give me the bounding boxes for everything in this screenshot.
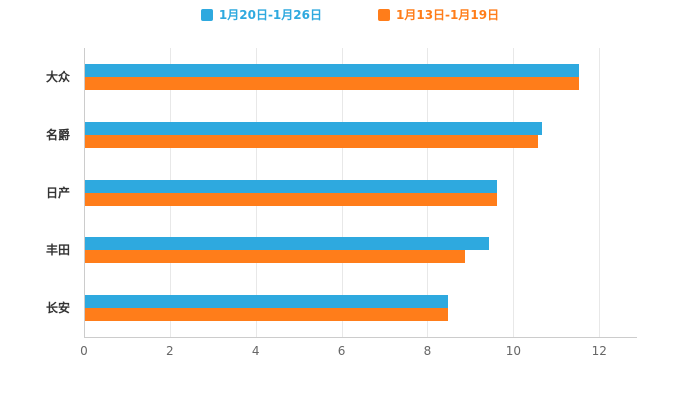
legend-label-week-previous: 1月13日-1月19日 bbox=[396, 8, 500, 22]
y-category-label-4: 长安 bbox=[45, 301, 70, 316]
legend-marker-orange-icon bbox=[378, 8, 390, 21]
legend-item-week-current[interactable]: 1月20日-1月26日 bbox=[200, 6, 322, 23]
x-axis-line bbox=[84, 337, 637, 338]
legend-label-week-current: 1月20日-1月26日 bbox=[218, 8, 322, 22]
bar-大众-series-1 bbox=[85, 76, 579, 90]
legend-item-week-previous[interactable]: 1月13日-1月19日 bbox=[378, 6, 499, 23]
x-tick-label-0: 0 bbox=[80, 344, 88, 358]
bar-长安-series-1 bbox=[85, 308, 448, 322]
bar-丰田-series-0 bbox=[85, 237, 489, 251]
bar-名爵-series-1 bbox=[85, 134, 538, 148]
y-category-label-2: 日产 bbox=[45, 185, 70, 200]
bar-名爵-series-0 bbox=[85, 121, 543, 135]
x-tick-label-8: 8 bbox=[423, 344, 432, 358]
gridline-x-10 bbox=[513, 48, 515, 337]
x-tick-label-2: 2 bbox=[166, 344, 174, 358]
bar-长安-series-0 bbox=[85, 295, 448, 309]
bar-日产-series-1 bbox=[85, 192, 498, 206]
x-tick-label-12: 12 bbox=[591, 344, 607, 358]
legend: 1月20日-1月26日 1月13日-1月19日 bbox=[0, 6, 700, 23]
bar-日产-series-0 bbox=[85, 179, 498, 193]
y-category-label-1: 名爵 bbox=[45, 127, 70, 142]
x-tick-label-6: 6 bbox=[337, 344, 346, 358]
y-category-label-0: 大众 bbox=[45, 69, 70, 84]
x-tick-label-10: 10 bbox=[505, 344, 521, 358]
y-axis-line bbox=[84, 48, 85, 338]
x-tick-label-4: 4 bbox=[251, 344, 260, 358]
bar-丰田-series-1 bbox=[85, 250, 465, 264]
gridline-x-12 bbox=[599, 48, 601, 337]
y-category-label-3: 丰田 bbox=[45, 243, 70, 258]
bar-大众-series-0 bbox=[85, 63, 579, 77]
legend-marker-blue-icon bbox=[200, 8, 213, 21]
